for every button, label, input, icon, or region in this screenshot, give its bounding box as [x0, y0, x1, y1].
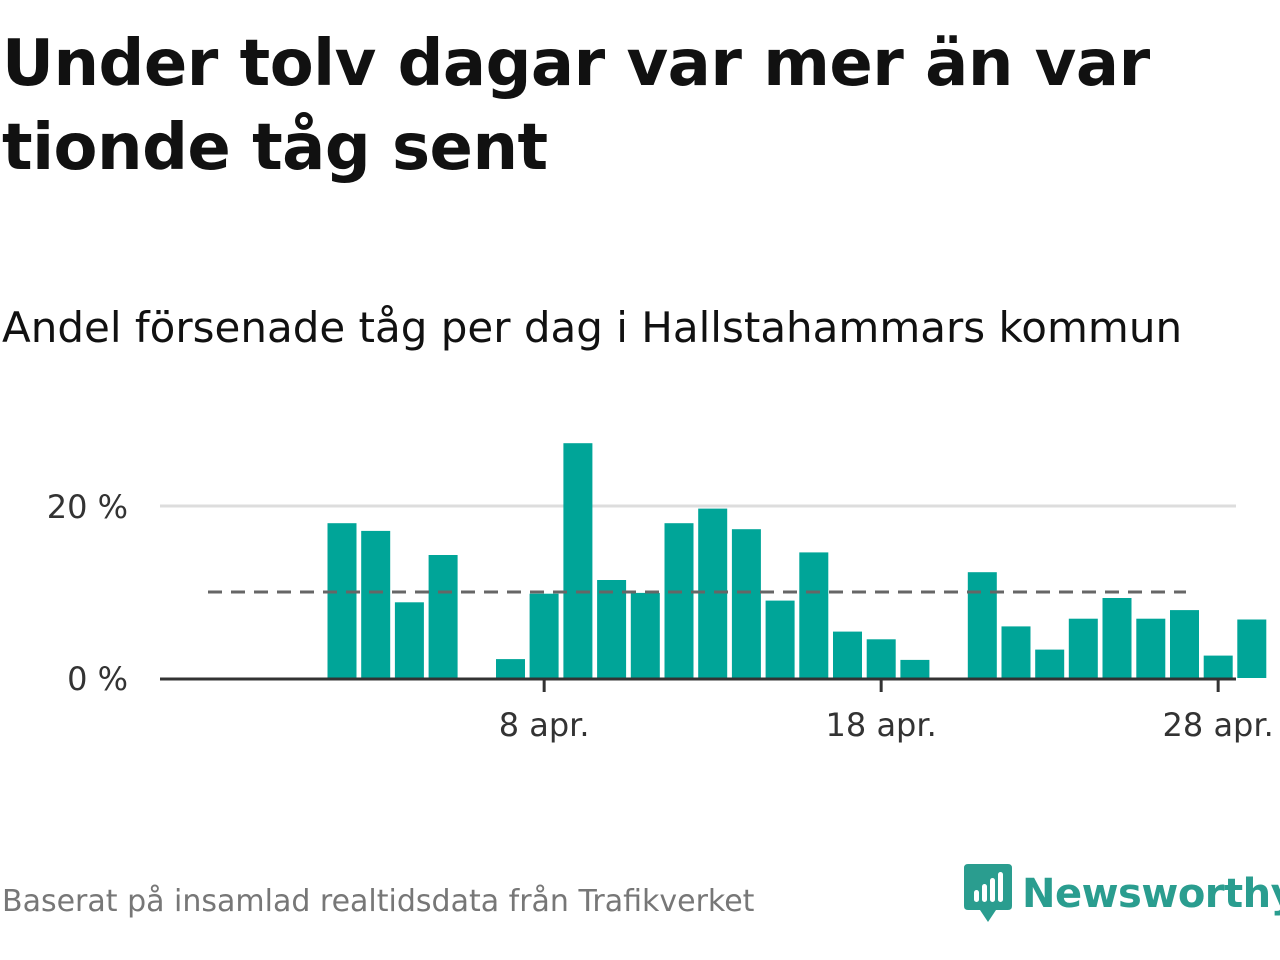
- bar: [597, 580, 627, 678]
- x-tick-label: 18 apr.: [826, 706, 937, 744]
- bar: [900, 659, 930, 678]
- bar: [529, 593, 559, 678]
- bar: [765, 600, 795, 678]
- x-tick-label: 8 apr.: [499, 706, 590, 744]
- bar: [664, 523, 694, 678]
- y-tick-label: 0 %: [67, 660, 128, 698]
- newsworthy-logo-icon: [964, 864, 1012, 922]
- bar: [1001, 626, 1031, 678]
- bar: [496, 659, 525, 678]
- bar: [1203, 655, 1233, 678]
- bars: [327, 443, 1267, 678]
- bar: [833, 631, 862, 678]
- bar: [1068, 618, 1098, 678]
- bar: [428, 555, 458, 678]
- bar: [1136, 618, 1166, 678]
- bar: [563, 443, 593, 678]
- bar: [394, 602, 424, 678]
- chart-subtitle: Andel försenade tåg per dag i Hallstaham…: [2, 303, 1183, 352]
- x-tick-label: 28 apr.: [1163, 706, 1274, 744]
- bar-chart: 0 % 20 % 8 apr. 18 apr. 28 apr.: [47, 443, 1274, 744]
- y-tick-label: 20 %: [47, 488, 128, 526]
- bar: [731, 529, 761, 678]
- bar: [799, 552, 829, 678]
- bar: [1237, 619, 1267, 678]
- bar: [1102, 598, 1132, 678]
- bar: [866, 639, 896, 678]
- axes: 0 % 20 % 8 apr. 18 apr. 28 apr.: [47, 488, 1274, 744]
- bar: [361, 530, 391, 678]
- bar: [1035, 649, 1065, 678]
- brand-logo: Newsworthy: [962, 862, 1280, 926]
- source-note: Baserat på insamlad realtidsdata från Tr…: [2, 884, 755, 919]
- brand-name: Newsworthy: [1022, 871, 1280, 917]
- bar: [327, 523, 357, 678]
- bar: [1170, 610, 1199, 678]
- bar: [630, 592, 660, 678]
- chart-title: Under tolv dagar var mer än var tionde t…: [2, 27, 1150, 185]
- bar: [967, 572, 997, 678]
